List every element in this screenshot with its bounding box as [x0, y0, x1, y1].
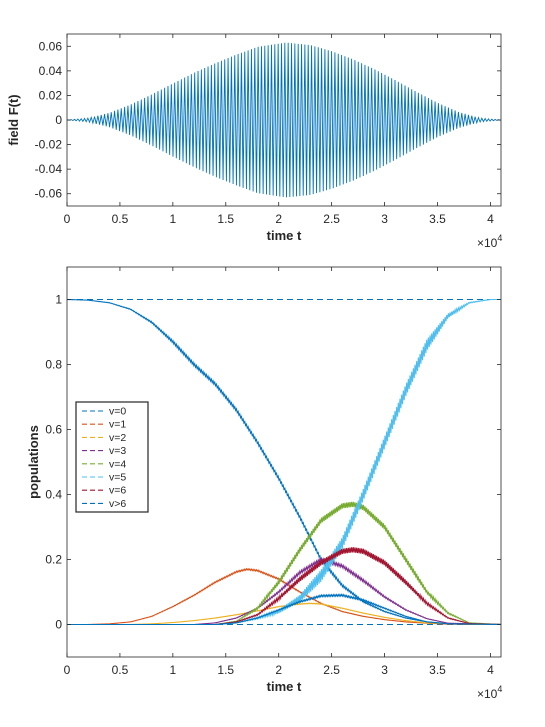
populations-legend: v=0v=1v=2v=3v=4 v=5v=6v>6 — [75, 401, 149, 513]
field-series-line-0 — [66, 42, 502, 198]
populations-x-tick-label: 0.5 — [112, 663, 129, 677]
populations-x-tick-label: 1.5 — [217, 663, 234, 677]
populations-plot: 0 0.5 1 1.5 2 2.5 3 3.5 4 00.20.40.60.81 time t … — [26, 266, 502, 701]
populations-y-tick-label: 0.6 — [45, 423, 62, 437]
field-series — [66, 42, 502, 198]
field-y-ticks: -0.06 -0.04 -0.02 0 0.02 0.04 0.06 — [35, 39, 501, 201]
field-x-tick-label: 1.5 — [217, 212, 234, 226]
legend-entry: v=1 — [109, 419, 126, 431]
populations-y-axis-label: populations — [26, 425, 41, 499]
populations-x-exponent-power: 4 — [497, 684, 502, 694]
field-x-tick-label: 0 — [64, 212, 71, 226]
field-y-tick-label: 0.06 — [39, 39, 63, 53]
populations-series — [66, 298, 502, 626]
field-x-axis-label: time t — [267, 228, 302, 243]
field-x-ticks: 0 0.5 1 1.5 2 2.5 3 3.5 4 — [64, 34, 494, 226]
legend-entry: v=4 — [109, 458, 126, 470]
legend-entry: v=2 — [109, 432, 126, 444]
legend-box — [75, 401, 149, 513]
populations-x-tick-label: 3.5 — [429, 663, 446, 677]
field-x-tick-label: 2.5 — [323, 212, 340, 226]
field-plot: 0 0.5 1 1.5 2 2.5 3 3.5 4 -0.06 -0.04 -0.02 0 0.02 0.… — [6, 33, 502, 250]
populations-x-tick-label: 2 — [275, 663, 282, 677]
populations-x-tick-label: 4 — [487, 663, 494, 677]
field-x-tick-label: 3.5 — [429, 212, 446, 226]
field-x-tick-label: 1 — [170, 212, 177, 226]
field-y-tick-label: -0.04 — [35, 162, 63, 176]
populations-y-tick-label: 0.8 — [45, 358, 62, 372]
field-y-tick-label: 0.04 — [39, 64, 63, 78]
populations-series-line-15 — [67, 593, 502, 626]
populations-y-ticks: 0 0.2 0.4 0.6 0.8 1 — [45, 293, 501, 632]
field-x-tick-label: 4 — [487, 212, 494, 226]
populations-y-tick-label: 1 — [55, 293, 62, 307]
field-y-axis-label: field F(t) — [6, 94, 21, 145]
legend-entry: v=3 — [109, 445, 126, 457]
field-y-tick-label: 0.02 — [39, 88, 63, 102]
populations-y-tick-label: 0.4 — [45, 488, 62, 502]
legend-entry: v=6 — [109, 485, 126, 497]
populations-plot-box — [66, 266, 502, 658]
field-y-tick-label: -0.02 — [35, 138, 63, 152]
field-x-tick-label: 0.5 — [112, 212, 129, 226]
populations-x-exponent-base: ×10 — [477, 687, 498, 701]
field-x-tick-label: 2 — [275, 212, 282, 226]
field-x-exponent-base: ×10 — [477, 236, 498, 250]
field-x-tick-label: 3 — [381, 212, 388, 226]
populations-y-tick-label: 0.2 — [45, 553, 62, 567]
legend-entry: v>6 — [109, 498, 126, 510]
field-y-tick-label: 0 — [55, 113, 62, 127]
populations-x-tick-label: 0 — [64, 663, 71, 677]
legend-entry: v=5 — [109, 472, 126, 484]
field-x-exponent: ×104 — [477, 233, 502, 250]
populations-x-tick-label: 1 — [170, 663, 177, 677]
populations-x-axis-label: time t — [267, 679, 302, 694]
populations-x-tick-label: 3 — [381, 663, 388, 677]
populations-x-ticks: 0 0.5 1 1.5 2 2.5 3 3.5 4 — [64, 267, 494, 677]
populations-y-tick-label: 0 — [55, 618, 62, 632]
populations-x-exponent: ×104 — [477, 684, 502, 701]
legend-entry: v=0 — [109, 406, 126, 418]
field-y-tick-label: -0.06 — [35, 187, 63, 201]
populations-x-tick-label: 2.5 — [323, 663, 340, 677]
field-x-exponent-power: 4 — [497, 233, 502, 243]
